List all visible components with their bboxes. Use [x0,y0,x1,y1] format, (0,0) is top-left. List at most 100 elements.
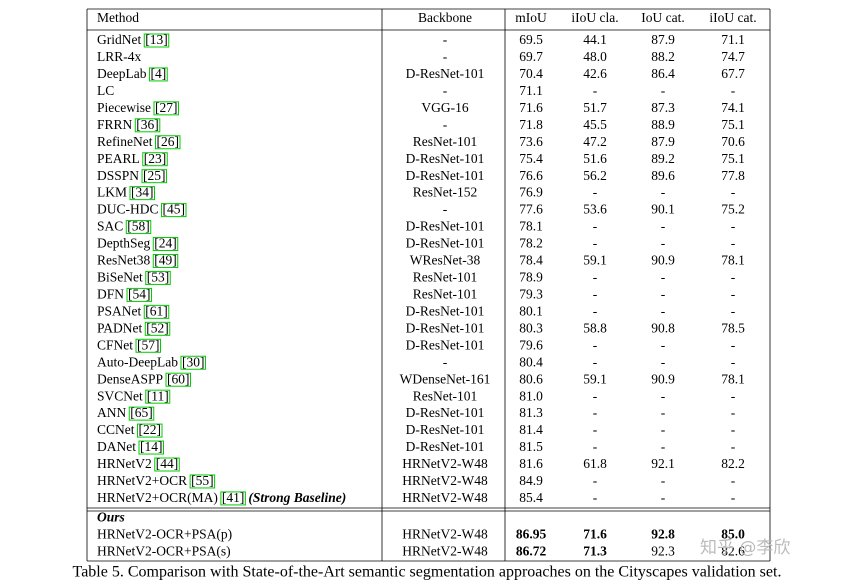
citation-box [165,372,192,387]
cell: 53.6 [583,202,607,217]
cell: 85.4 [519,490,543,505]
cell: D-ResNet-101 [406,219,485,234]
cell: 78.2 [519,236,543,251]
cell: D-ResNet-101 [406,337,485,352]
cell: - [443,49,448,64]
method: FRRN [97,117,133,132]
cell: 80.3 [519,320,543,335]
cell: 76.9 [519,185,543,200]
citation: [61] [145,303,168,318]
cell: HRNetV2-W48 [402,544,488,559]
cell: - [593,286,598,301]
citation: [22] [139,422,162,437]
cell: D-ResNet-101 [406,422,485,437]
cell: 69.7 [519,49,543,64]
cell: - [593,388,598,403]
cell: - [661,185,666,200]
citation-box [145,270,171,285]
citation-box [135,338,162,353]
citation-box [144,321,171,336]
cell: 87.9 [651,134,675,149]
cell: 42.6 [583,66,607,81]
cell: - [731,286,736,301]
cell: 58.8 [583,320,607,335]
cell: WResNet-38 [410,253,481,268]
group-label: Ours [97,510,125,525]
cell: 78.5 [721,320,745,335]
citation-box [128,406,155,421]
cell: - [443,354,448,369]
method: DeepLab [97,66,147,81]
cell: - [593,439,598,454]
cell: D-ResNet-101 [406,66,485,81]
cell: 89.6 [651,168,675,183]
cell: 71.3 [583,544,607,559]
cell: 75.4 [519,151,543,166]
cell: 84.9 [519,473,543,488]
citation-box [143,304,170,319]
citation-box [148,67,168,82]
cell: 71.1 [721,32,745,47]
note: (Strong Baseline) [248,490,346,505]
method: PEARL [97,151,140,166]
citation-box [220,491,246,506]
cell: 51.7 [583,100,607,115]
citation: [36] [136,117,159,132]
citation-box [189,474,216,489]
citation: [25] [143,168,166,183]
cell: 75.1 [721,117,745,132]
cell: 71.1 [519,83,543,98]
method: DepthSeg [97,236,150,251]
method: LRR-4x [97,49,142,64]
cell: 44.1 [583,32,607,47]
cell: - [593,185,598,200]
method: Auto-DeepLab [97,354,178,369]
cell: - [731,219,736,234]
header-cell: IoU cat. [641,10,684,25]
cell: - [661,405,666,420]
cell: 81.3 [519,405,543,420]
cell: 78.1 [721,371,745,386]
cell: 71.6 [583,527,607,542]
cell: 88.2 [651,49,675,64]
citation: [55] [191,473,214,488]
cell: 45.5 [583,117,607,132]
cell: - [731,337,736,352]
cell: D-ResNet-101 [406,303,485,318]
citation-box [180,355,206,370]
cell: HRNetV2-W48 [402,490,488,505]
citation: [24] [154,236,177,251]
citation: [11] [147,388,169,403]
cell: - [661,490,666,505]
cell: ResNet-101 [413,388,478,403]
citation-box [153,101,179,116]
cell: 67.7 [721,66,745,81]
cell: 89.2 [651,151,675,166]
cell: 76.6 [519,168,543,183]
citation: [4] [150,66,166,81]
citation-box [145,389,171,404]
citation-box [137,423,163,438]
cell: 59.1 [583,371,607,386]
cell: 81.6 [519,456,543,471]
cell: VGG-16 [421,100,468,115]
cell: - [661,388,666,403]
cell: - [593,422,598,437]
cell: 80.1 [519,303,543,318]
citation-box [152,253,179,268]
citation: [54] [128,286,151,301]
cell: 48.0 [583,49,607,64]
cell: - [661,236,666,251]
citation-box [154,135,181,150]
cell: - [731,422,736,437]
citation-box [134,118,161,133]
cell: 82.2 [721,456,745,471]
method: DenseASPP [97,371,163,386]
header-cell: iIoU cat. [709,10,756,25]
method: HRNetV2-OCR+PSA(p) [97,527,232,542]
cell: 86.72 [516,544,547,559]
method: CFNet [97,337,133,352]
method: LC [97,83,114,98]
cell: - [593,83,598,98]
cell: 82.6 [721,544,745,559]
